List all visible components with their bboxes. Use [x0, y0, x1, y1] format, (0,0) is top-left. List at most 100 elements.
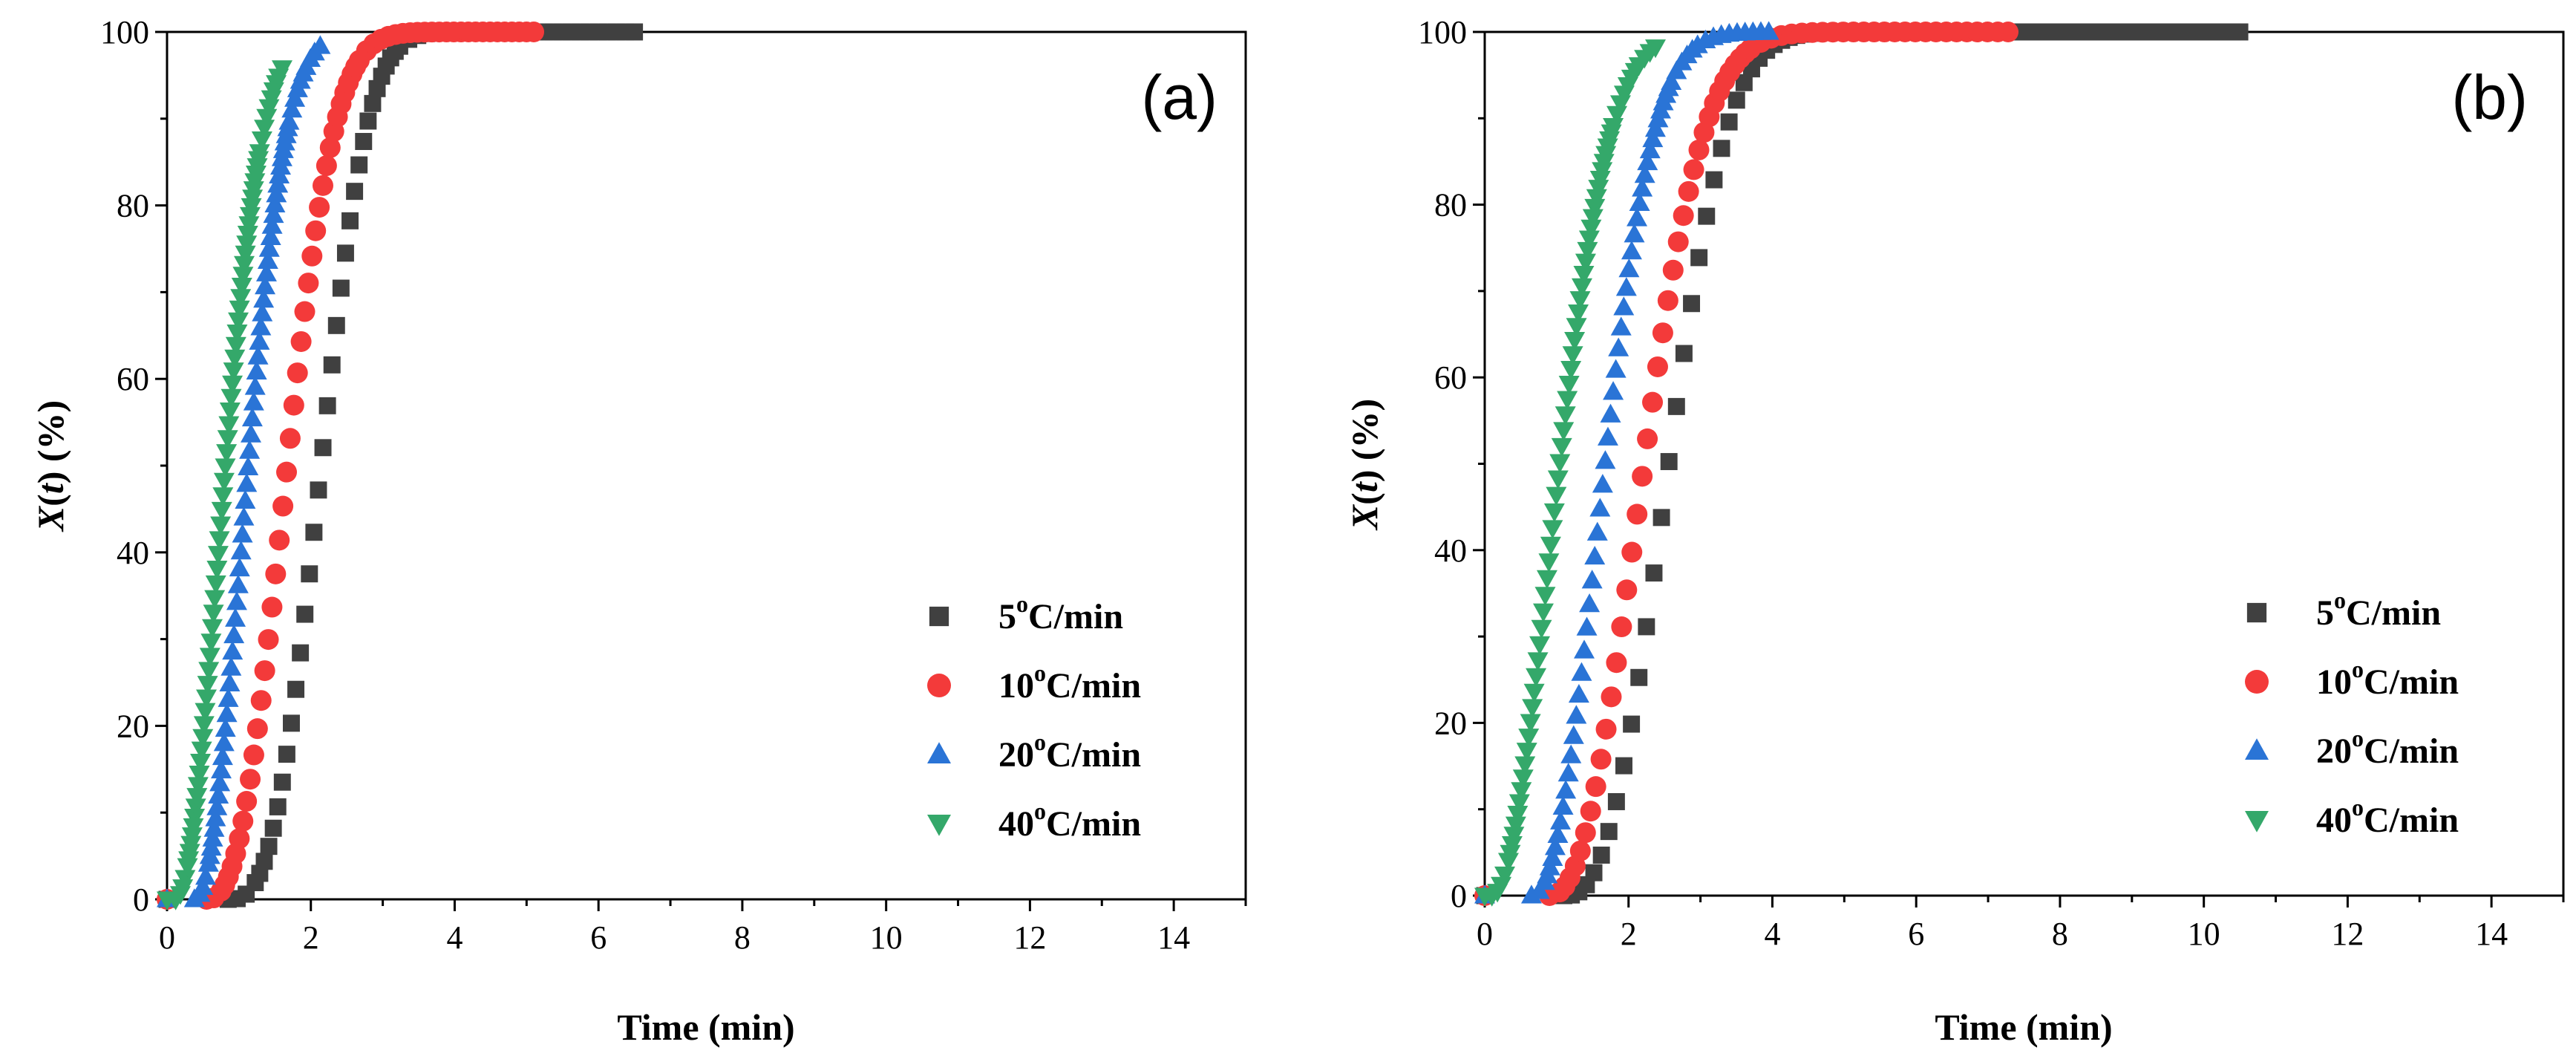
data-point	[215, 717, 236, 737]
x-tick-label: 8	[2052, 916, 2068, 952]
y-tick-label: 60	[1434, 359, 1467, 396]
data-point	[261, 596, 283, 618]
data-point	[276, 461, 298, 483]
data-point	[284, 88, 306, 107]
data-point	[1585, 776, 1606, 798]
data-point	[1595, 450, 1616, 469]
data-point	[225, 607, 246, 627]
legend-item: 10oC/min	[927, 659, 1141, 706]
legend-unit: C/min	[1046, 666, 1141, 706]
data-point	[184, 808, 206, 828]
data-point	[194, 703, 216, 722]
data-point	[1568, 683, 1589, 703]
data-point	[1586, 189, 1607, 208]
data-point	[1647, 356, 1668, 377]
data-point	[1546, 486, 1567, 506]
legend-rate: 5	[2316, 593, 2334, 633]
legend-marker	[2245, 738, 2269, 760]
data-series	[1474, 21, 2249, 907]
legend-item: 40oC/min	[2245, 794, 2459, 840]
series-triangle-up	[157, 35, 331, 908]
data-point	[247, 345, 269, 365]
legend-degree: o	[1016, 590, 1028, 617]
legend-marker	[2245, 670, 2269, 694]
data-point	[1539, 856, 1560, 876]
data-point	[1500, 844, 1521, 864]
data-point	[1592, 474, 1613, 493]
data-point	[1683, 159, 1704, 180]
data-point	[192, 729, 214, 748]
legend-degree: o	[2352, 725, 2364, 752]
legend-marker	[927, 742, 951, 763]
data-point	[1529, 636, 1551, 655]
data-point	[1575, 822, 1596, 844]
data-point	[232, 524, 253, 543]
data-point	[237, 226, 258, 245]
x-tick-label: 6	[1908, 916, 1924, 952]
y-axis-arg: t	[1344, 480, 1385, 492]
data-point	[296, 605, 314, 623]
legend-item: 40oC/min	[927, 798, 1141, 844]
data-point	[1683, 295, 1701, 313]
series-triangle-up	[1474, 21, 1779, 904]
data-point	[1526, 668, 1547, 687]
x-axis-ticks: 0 2 4 6 8 10 12 14	[1477, 896, 2565, 952]
data-point	[257, 250, 278, 270]
x-tick-label: 0	[1477, 916, 1493, 952]
data-point	[250, 316, 272, 336]
data-point	[255, 853, 273, 870]
data-point	[278, 111, 300, 130]
y-axis-paren-close: )	[1344, 460, 1385, 482]
data-point	[1508, 794, 1530, 813]
data-point	[209, 772, 231, 792]
data-point	[258, 238, 280, 257]
legend-marker	[2245, 811, 2269, 832]
data-point	[1608, 337, 1629, 356]
y-tick-label: 60	[117, 361, 149, 397]
data-point	[198, 662, 220, 681]
data-point	[233, 506, 255, 526]
data-point	[202, 827, 223, 847]
data-point	[278, 746, 295, 763]
data-point	[187, 777, 209, 796]
data-point	[1511, 782, 1532, 801]
data-point	[205, 575, 226, 595]
y-axis-paren-open: (	[30, 494, 71, 506]
data-point	[206, 560, 228, 580]
data-point	[1552, 795, 1574, 815]
data-point	[1667, 397, 1685, 415]
legend-item: 20oC/min	[927, 729, 1141, 775]
legend-rate: 10	[998, 666, 1034, 706]
data-point	[1998, 22, 2019, 42]
legend-degree: o	[1034, 729, 1046, 755]
data-point	[1603, 117, 1624, 137]
data-point	[244, 376, 266, 395]
data-point	[179, 844, 200, 863]
legend-label: 20oC/min	[998, 729, 1141, 775]
data-point	[265, 563, 287, 584]
data-point	[208, 784, 229, 804]
data-point	[1573, 265, 1595, 285]
data-point	[294, 301, 316, 322]
legend-rate: 40	[2316, 801, 2352, 840]
data-point	[244, 173, 266, 192]
data-point	[1642, 391, 1664, 413]
data-point	[1580, 801, 1601, 822]
data-point	[223, 362, 244, 382]
legend-unit: C/min	[2346, 593, 2441, 633]
data-point	[236, 473, 258, 492]
data-point	[1627, 504, 1648, 525]
data-point	[323, 356, 341, 374]
data-point	[290, 330, 312, 352]
data-point	[1557, 391, 1578, 410]
y-axis-var: X	[1344, 504, 1385, 531]
data-point	[1652, 322, 1673, 344]
data-point	[1653, 509, 1670, 527]
data-point	[336, 244, 354, 262]
data-point	[1603, 381, 1624, 400]
data-point	[1523, 683, 1545, 703]
data-point	[1713, 140, 1730, 157]
legend-unit: C/min	[2364, 731, 2459, 771]
data-point	[224, 349, 246, 368]
data-point	[1690, 249, 1708, 267]
